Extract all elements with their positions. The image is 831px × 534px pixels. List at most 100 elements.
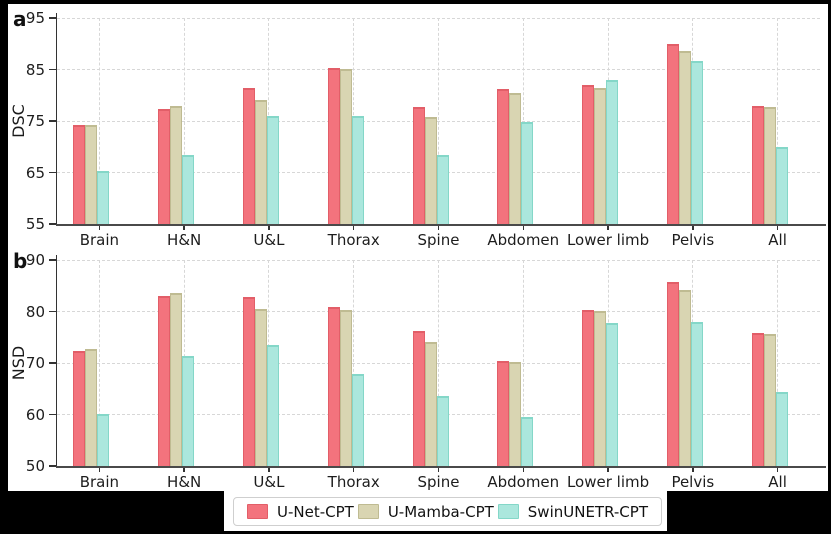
x-tick-label: All	[768, 473, 787, 491]
y-axis-line	[55, 13, 57, 224]
bar	[690, 321, 703, 466]
bar	[254, 309, 267, 466]
y-tick-label: 55	[25, 215, 45, 233]
y-tick	[49, 259, 56, 261]
x-tick	[692, 226, 694, 230]
x-tick	[607, 226, 609, 230]
y-tick-label: 50	[25, 457, 45, 475]
bar	[266, 115, 279, 224]
bar	[182, 154, 195, 224]
y-tick	[49, 465, 56, 467]
bar	[509, 93, 522, 224]
panel-label-a: a	[13, 7, 27, 31]
bar	[97, 171, 110, 224]
y-tick-label: 60	[25, 405, 45, 424]
bar	[351, 373, 364, 466]
legend-label-u-mamba-cpt: U-Mamba-CPT	[387, 502, 494, 521]
bar	[412, 331, 425, 466]
bar	[666, 282, 679, 466]
legend-item-u-net-cpt: U-Net-CPT	[247, 503, 354, 521]
legend-label-swinunetr-cpt: SwinUNETR-CPT	[527, 502, 648, 521]
bar	[73, 125, 86, 224]
panel-label-b: b	[13, 249, 28, 273]
bar	[327, 307, 340, 466]
x-tick	[352, 468, 355, 472]
x-tick-label: All	[768, 231, 787, 249]
bar	[751, 105, 764, 224]
v-gridline	[522, 260, 524, 466]
x-tick	[98, 226, 101, 230]
x-tick	[352, 226, 355, 230]
bar	[170, 293, 183, 466]
v-gridline	[98, 18, 100, 224]
y-tick	[49, 223, 56, 225]
bar	[497, 360, 510, 466]
x-tick	[522, 468, 525, 472]
y-tick-label: 65	[25, 163, 45, 182]
x-tick-label: H&N	[167, 231, 202, 249]
x-tick	[268, 226, 270, 230]
x-tick	[522, 226, 525, 230]
bar	[97, 413, 110, 466]
x-tick-label: Thorax	[327, 231, 380, 249]
bar	[594, 87, 607, 224]
v-gridline	[98, 260, 100, 466]
y-tick-label: 80	[25, 302, 45, 321]
legend-item-u-mamba-cpt: U-Mamba-CPT	[357, 502, 494, 521]
x-tick	[183, 226, 185, 230]
x-tick-label: Pelvis	[671, 231, 715, 249]
bar	[690, 61, 703, 224]
bar	[521, 416, 534, 466]
y-tick-label: 85	[25, 60, 45, 79]
bar	[254, 99, 267, 224]
y-tick-label: 95	[25, 9, 45, 27]
x-tick	[692, 468, 694, 472]
v-gridline	[353, 260, 355, 466]
bar	[327, 67, 340, 224]
x-tick-label: Lower limb	[566, 231, 650, 249]
x-tick-label: Abdomen	[487, 231, 560, 249]
bar	[182, 356, 195, 466]
y-axis-line	[55, 255, 57, 466]
dsc-bar-chart: 55 65 75 85 95 Brain H&N U&L Thorax Spine Abdomen L…	[26, 9, 826, 249]
bar	[763, 107, 776, 224]
y-tick	[49, 17, 56, 19]
bar	[436, 154, 449, 224]
v-gridline	[522, 18, 524, 224]
legend-label-u-net-cpt: U-Net-CPT	[277, 502, 354, 521]
x-tick-label: Pelvis	[671, 473, 715, 491]
x-tick	[183, 468, 185, 472]
bar	[582, 310, 595, 466]
bar	[339, 310, 352, 466]
v-gridline	[183, 18, 185, 224]
x-tick	[776, 226, 779, 230]
legend-swatch-u-mamba-cpt	[357, 504, 379, 519]
legend-item-swinunetr-cpt: SwinUNETR-CPT	[497, 502, 648, 521]
y-tick	[49, 120, 56, 122]
bar	[775, 392, 788, 466]
y-tick-label: 70	[25, 354, 45, 372]
x-tick	[776, 468, 779, 472]
v-gridline	[777, 18, 779, 224]
bar	[424, 116, 437, 224]
y-tick	[49, 310, 56, 313]
bar	[606, 322, 619, 466]
x-tick-label: Spine	[417, 231, 460, 249]
bar	[606, 80, 619, 224]
bar	[73, 351, 86, 466]
x-tick	[437, 468, 440, 472]
v-gridline	[438, 18, 439, 224]
bar	[266, 344, 279, 466]
bar	[763, 334, 776, 466]
x-tick-label: Thorax	[327, 473, 380, 491]
bar	[85, 125, 98, 224]
bar	[85, 348, 98, 466]
bar	[242, 87, 255, 224]
x-tick	[437, 226, 440, 230]
bar	[678, 51, 691, 224]
x-tick-label: Brain	[79, 473, 120, 491]
bar	[509, 361, 522, 466]
x-tick	[607, 468, 609, 472]
x-tick-label: Brain	[79, 231, 120, 249]
